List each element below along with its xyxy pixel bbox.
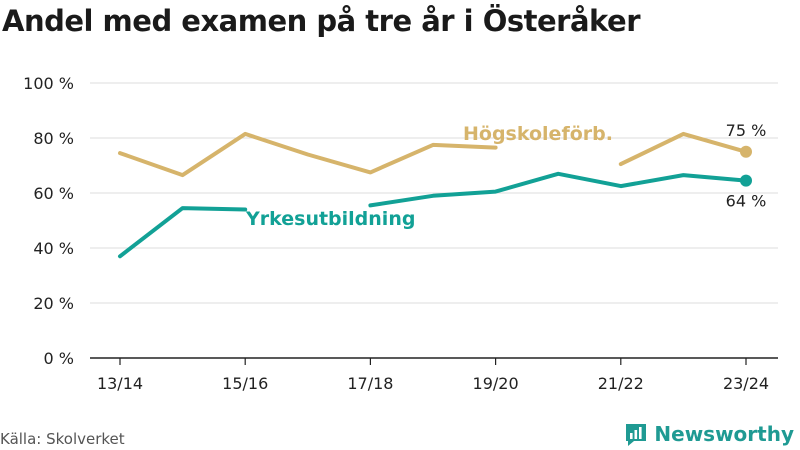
x-axis: 13/14 15/16 17/18 19/20 21/22 23/24 (97, 358, 769, 393)
y-tick-label: 100 % (23, 74, 74, 93)
bar-chart-logo-icon (626, 424, 647, 446)
x-tick-label: 13/14 (97, 374, 143, 393)
series-name-label: Yrkesutbildning (245, 208, 415, 230)
series-line (118, 131, 748, 178)
x-tick-label: 17/18 (347, 374, 393, 393)
series-end-value-label: 75 % (726, 121, 767, 140)
series-end-marker (740, 174, 752, 187)
y-axis: 0 % 20 % 40 % 60 % 80 % 100 % (23, 74, 74, 368)
brand-name: Newsworthy (654, 422, 794, 446)
gridlines (90, 82, 778, 359)
chart-title: Andel med examen på tre år i Österåker (2, 4, 641, 38)
y-tick-label: 40 % (33, 239, 74, 258)
source-note: Källa: Skolverket (0, 430, 125, 448)
x-tick-label: 19/20 (473, 374, 519, 393)
series-labels: Högskoleförb. 75 % Yrkesutbildning 64 % (245, 121, 766, 230)
series-end-marker (740, 145, 752, 158)
y-tick-label: 0 % (44, 349, 74, 368)
series-line (118, 171, 748, 259)
series-lines (118, 131, 752, 259)
y-tick-label: 20 % (33, 294, 74, 313)
series-name-label: Högskoleförb. (463, 123, 613, 145)
x-tick-label: 15/16 (222, 374, 268, 393)
x-tick-label: 23/24 (723, 374, 769, 393)
y-tick-label: 80 % (33, 129, 74, 148)
series-end-value-label: 64 % (726, 192, 767, 211)
newsworthy-logo: Newsworthy (624, 420, 794, 448)
x-tick-label: 21/22 (598, 374, 644, 393)
y-tick-label: 60 % (33, 184, 74, 203)
